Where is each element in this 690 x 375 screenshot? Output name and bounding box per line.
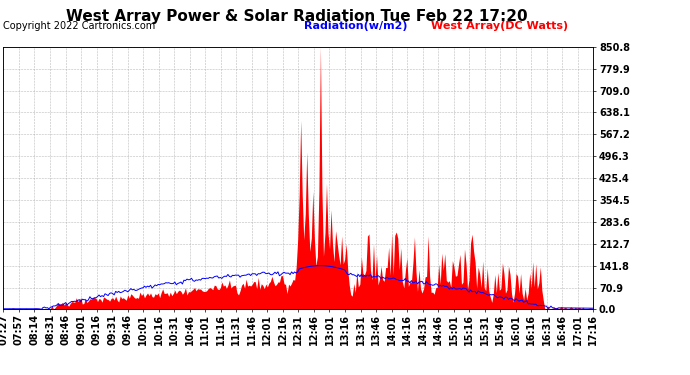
Text: West Array(DC Watts): West Array(DC Watts): [431, 21, 569, 31]
Text: West Array Power & Solar Radiation Tue Feb 22 17:20: West Array Power & Solar Radiation Tue F…: [66, 9, 528, 24]
Text: Radiation(w/m2): Radiation(w/m2): [304, 21, 407, 31]
Text: Copyright 2022 Cartronics.com: Copyright 2022 Cartronics.com: [3, 21, 156, 31]
